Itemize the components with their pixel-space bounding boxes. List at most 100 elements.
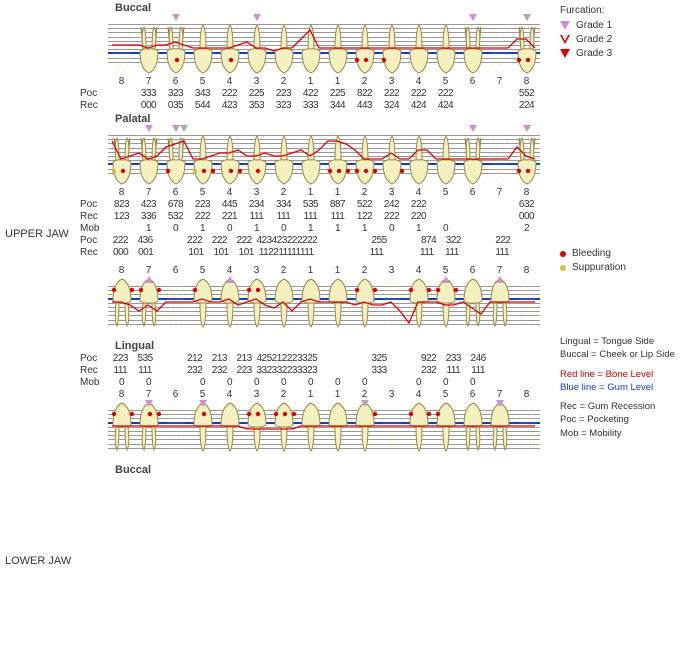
tooth-number: 1: [297, 187, 324, 198]
metric-value: [342, 353, 367, 364]
metric-value: [466, 235, 491, 246]
tooth-number: 1: [324, 389, 351, 400]
tooth-number: 7: [135, 76, 162, 87]
tooth-number: 2: [351, 389, 378, 400]
tooth-number: 8: [108, 389, 135, 400]
metric-value: 874: [416, 235, 441, 246]
metric-value: 0: [243, 377, 270, 388]
metric-row-poc: Poc8234236782234452343345358875222422226…: [80, 199, 540, 210]
tooth-number: 3: [378, 187, 405, 198]
tooth-number: 1: [297, 76, 324, 87]
metric-value: 425212223325: [257, 353, 318, 364]
metric-value: 222: [378, 211, 405, 222]
metric-value: 333: [135, 88, 162, 99]
def-poc: Poc = Pocketing: [560, 413, 675, 426]
tooth-number: 4: [216, 265, 243, 276]
metric-value: 535: [297, 199, 324, 210]
tooth-number: 8: [108, 187, 135, 198]
tooth-number: 6: [162, 265, 189, 276]
metric-value: [158, 235, 183, 246]
metric-value: 353: [243, 100, 270, 111]
metric-value: 223: [232, 365, 257, 376]
def-redline: Red line = Bone Level: [560, 368, 675, 381]
furcation-marker: [496, 276, 504, 283]
legend-grade1-label: Grade 1: [576, 20, 612, 31]
metric-value: 823: [108, 199, 135, 210]
tooth-number: 7: [135, 265, 162, 276]
metric-value: [158, 365, 183, 376]
tooth-number: 3: [243, 187, 270, 198]
metric-value: 255: [367, 235, 392, 246]
legend-grade1: Grade 1: [560, 20, 680, 31]
tooth-number: 7: [486, 187, 513, 198]
tooth-numbers-lower-lingual: 8765432112345678: [108, 265, 540, 276]
tooth-number: 6: [162, 389, 189, 400]
legend-furcation: Furcation: Grade 1 Grade 2 Grade 3: [560, 5, 680, 62]
furcation-marker: [226, 276, 234, 283]
metric-value: 222: [491, 235, 516, 246]
tooth-number: 7: [486, 389, 513, 400]
tooth-number: 6: [459, 389, 486, 400]
metric-value: 223: [108, 353, 133, 364]
furcation-marker: [496, 400, 504, 407]
metric-value: 222: [432, 88, 459, 99]
metric-value: 0: [216, 377, 243, 388]
metric-value: 522: [351, 199, 378, 210]
surface-label-lower-lingual: Lingual: [115, 340, 550, 352]
tooth-number: 8: [108, 265, 135, 276]
metric-value: 322: [441, 235, 466, 246]
metric-value: 0: [378, 223, 405, 234]
tooth-number: 8: [108, 76, 135, 87]
metric-label: Mob: [80, 223, 108, 234]
furcation-marker: [199, 400, 207, 407]
tooth-number: 4: [216, 76, 243, 87]
metric-value: 225: [243, 88, 270, 99]
tooth-number: 5: [189, 187, 216, 198]
metric-value: 232: [416, 365, 441, 376]
legend-suppuration: Suppuration: [560, 262, 626, 273]
metric-row-poc: Poc3333233432222252234222258222222222225…: [80, 88, 540, 99]
metric-value: [392, 353, 417, 364]
def-mob: Mob = Mobility: [560, 427, 675, 440]
furcation-marker: [361, 400, 369, 407]
metric-value: 242: [378, 199, 405, 210]
furcation-marker: [172, 14, 180, 21]
metric-label: Rec: [80, 100, 108, 111]
metric-value: 1: [351, 223, 378, 234]
metric-value: [486, 211, 513, 222]
metric-value: 424: [405, 100, 432, 111]
metric-value: [459, 223, 486, 234]
metric-row-rec: Rec1233365322222211111111111111222222200…: [80, 211, 540, 222]
metric-value: [378, 377, 405, 388]
metric-value: 0: [459, 377, 486, 388]
tooth-grid-upper-buccal: [108, 14, 540, 76]
metric-value: 122: [351, 211, 378, 222]
metric-row-rec: Rec1111112322322233323322333233332321111…: [80, 365, 540, 376]
furcation-marker: [172, 125, 180, 132]
metric-value: 212: [182, 353, 207, 364]
metric-value: [432, 199, 459, 210]
metric-value: [459, 88, 486, 99]
suppuration-icon: [560, 265, 566, 271]
metric-row-poc: Poc2224362222222224234232222222558743222…: [80, 235, 540, 246]
furcation-g3-icon: [560, 49, 570, 58]
tooth-number: 5: [432, 389, 459, 400]
tooth-number: 1: [324, 265, 351, 276]
legend-grade2-label: Grade 2: [576, 34, 612, 45]
metric-value: 232: [182, 365, 207, 376]
metric-value: 111: [466, 365, 491, 376]
tooth-number: 6: [162, 187, 189, 198]
metric-value: 222: [216, 88, 243, 99]
metric-value: 213: [207, 353, 232, 364]
tooth-grid-upper-palatal: [108, 125, 540, 187]
tooth-number: 4: [405, 187, 432, 198]
def-buccal: Buccal = Cheek or Lip Side: [560, 348, 675, 361]
metric-value: 232: [207, 365, 232, 376]
metric-value: 222: [108, 235, 133, 246]
metric-value: 0: [108, 377, 135, 388]
metric-value: [459, 199, 486, 210]
metric-value: 0: [216, 223, 243, 234]
metric-value: 000: [513, 211, 540, 222]
metric-value: 678: [162, 199, 189, 210]
metric-label: Poc: [80, 235, 108, 246]
